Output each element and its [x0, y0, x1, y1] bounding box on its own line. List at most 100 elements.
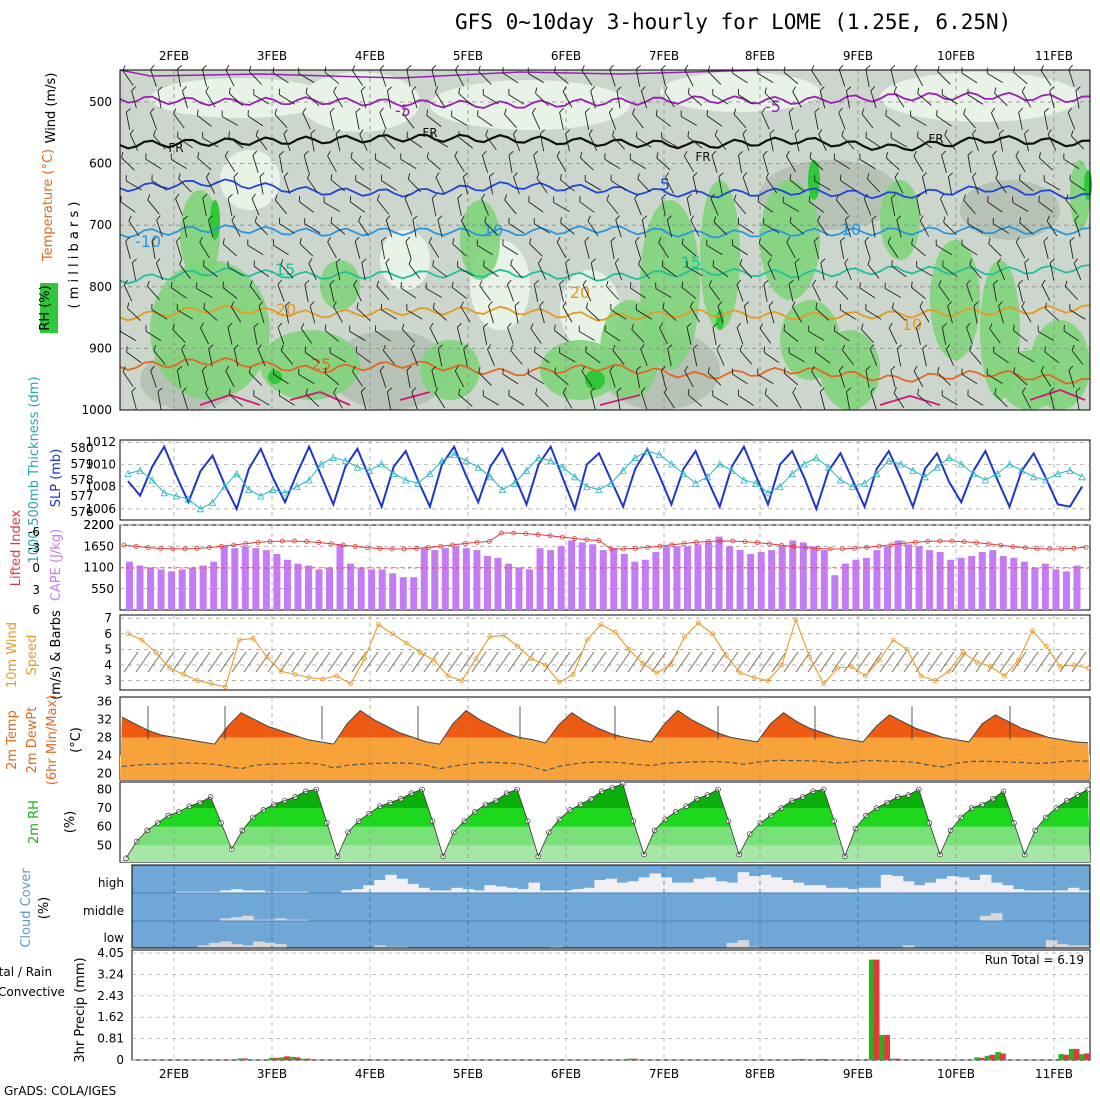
wind-barb — [537, 258, 547, 280]
wind-barb-staff — [811, 371, 822, 387]
wind-barb — [743, 301, 750, 324]
y-tick-label: 80 — [97, 782, 112, 796]
wind-barb-flag — [502, 239, 504, 246]
wind-barb-flag — [408, 258, 412, 265]
wind-barb-staff — [687, 394, 703, 407]
wind-barb-flag — [458, 87, 461, 94]
wind-barb-flag — [402, 108, 406, 114]
wind-barb-10m — [435, 651, 451, 673]
wind-barb-staff — [131, 391, 137, 410]
y-tick-label: 7 — [104, 611, 112, 625]
wind-barb — [941, 322, 948, 345]
wind-barb-flag — [710, 193, 715, 199]
wind-barb-staff — [120, 201, 136, 213]
label-total-rain: Total / Rain — [0, 965, 52, 979]
wind-barb — [360, 86, 367, 109]
wind-barb-flag — [327, 150, 331, 157]
wind-barb-10m — [963, 651, 979, 673]
wind-barb — [737, 150, 744, 173]
cape-bar — [820, 550, 828, 610]
wind-barb-staff — [758, 243, 773, 257]
wind-barb-flag — [324, 324, 327, 331]
wind-barb-10m — [867, 651, 883, 673]
wind-barb — [350, 152, 365, 171]
wind-barb-staff — [227, 266, 245, 277]
wind-barb-staff — [886, 157, 900, 171]
wind-barb-staff — [640, 391, 648, 410]
wind-barb-flag — [175, 193, 180, 199]
wind-point — [946, 668, 952, 674]
wind-barb-staff — [556, 241, 567, 259]
cape-bar — [136, 565, 144, 610]
wind-barb-staff — [911, 243, 926, 257]
wind-barb-flag — [200, 322, 204, 329]
wind-barb-flag — [562, 86, 567, 92]
wind-barb — [893, 86, 905, 108]
wind-barb-staff — [534, 223, 550, 234]
wind-barb-staff — [457, 198, 462, 216]
wind-barb-staff — [1015, 241, 1026, 259]
wind-barb — [487, 344, 495, 366]
wind-barb-staff — [562, 306, 573, 323]
wind-barb-staff — [937, 71, 951, 85]
wind-barb — [835, 280, 849, 300]
y-tick-label-right: 550 — [91, 582, 114, 596]
wind-barb-staff — [562, 392, 573, 409]
wind-barb — [765, 172, 778, 194]
wind-barb — [817, 215, 828, 237]
wind-barb-flag — [406, 365, 412, 371]
wind-barb — [640, 344, 648, 367]
wind-barb-flag — [253, 390, 255, 396]
wind-barb-flag — [333, 387, 337, 393]
wind-barb-staff — [410, 348, 419, 367]
wind-barb — [400, 153, 417, 170]
x-tick-label: 9FEB — [843, 49, 873, 63]
wind-barb — [145, 153, 162, 170]
wind-barb-flag — [869, 344, 875, 350]
wind-barb-staff — [757, 73, 774, 83]
wind-barb — [431, 365, 437, 388]
cape-bar — [557, 546, 565, 610]
wind-barb — [278, 88, 295, 105]
wind-barb-flag — [404, 193, 409, 199]
wind-barb — [890, 193, 896, 216]
wind-barb-staff — [554, 330, 569, 342]
wind-barb-flag — [513, 172, 518, 178]
wind-barb-staff — [838, 370, 846, 388]
wind-barb — [842, 344, 854, 365]
wind-barb-flag — [457, 261, 459, 267]
wind-barb — [122, 366, 134, 387]
wind-barb — [863, 193, 872, 216]
cloud-bar-high — [781, 880, 794, 893]
wind-barb-staff — [173, 113, 185, 129]
wind-barb — [606, 194, 619, 215]
wind-barb — [274, 194, 288, 215]
wind-barb-flag — [642, 215, 648, 220]
wind-barb — [712, 322, 718, 345]
wind-barb — [845, 387, 852, 410]
wind-barb — [1075, 86, 1081, 109]
wind-barb-staff — [834, 158, 850, 170]
wind-barb-flag — [205, 86, 209, 93]
wind-point — [473, 656, 479, 662]
wind-barb-staff — [818, 134, 827, 151]
x-tick-label: 2FEB — [159, 49, 189, 63]
wind-barb-staff — [759, 328, 772, 344]
wind-barb-flag — [814, 346, 817, 353]
wind-barb — [412, 215, 418, 238]
wind-barb — [692, 172, 698, 195]
wind-barb — [431, 64, 437, 87]
y-tick-label: 1.62 — [97, 1010, 124, 1024]
wind-barb — [298, 67, 315, 83]
wind-barb — [279, 217, 295, 234]
wind-barb — [257, 344, 266, 366]
y-tick-label: 20 — [97, 766, 112, 780]
wind-barb-flag — [222, 238, 225, 245]
wind-barb — [202, 193, 208, 216]
wind-barb-staff — [507, 327, 514, 345]
wind-barb-flag — [283, 129, 288, 135]
cape-bar — [1041, 563, 1049, 610]
wind-barb-staff — [406, 309, 423, 320]
wind-barb-flag — [125, 175, 127, 181]
wind-barb — [1015, 236, 1026, 259]
